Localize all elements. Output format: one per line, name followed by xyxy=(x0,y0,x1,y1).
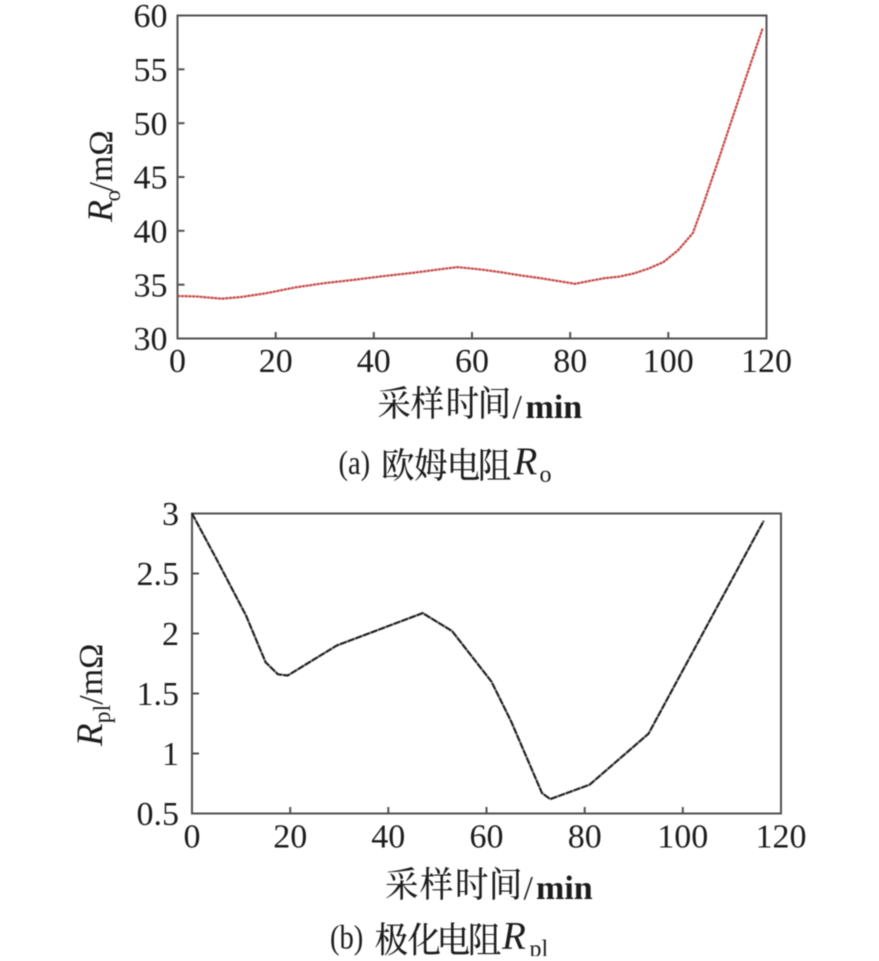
svg-text:60: 60 xyxy=(470,819,504,856)
svg-text:1.5: 1.5 xyxy=(137,676,180,713)
svg-text:min: min xyxy=(526,389,583,426)
svg-text:0.5: 0.5 xyxy=(137,796,180,833)
svg-text:pl: pl xyxy=(530,937,549,957)
svg-text:min: min xyxy=(536,870,593,907)
svg-text:40: 40 xyxy=(134,214,168,251)
svg-text:3: 3 xyxy=(162,496,179,533)
svg-text:2: 2 xyxy=(162,616,179,653)
svg-text:45: 45 xyxy=(134,160,168,197)
svg-text:2.5: 2.5 xyxy=(137,556,180,593)
svg-text:R: R xyxy=(513,440,538,483)
svg-text:20: 20 xyxy=(273,819,307,856)
svg-text:/: / xyxy=(524,870,534,907)
svg-text:80: 80 xyxy=(553,343,587,380)
svg-text:120: 120 xyxy=(741,343,792,380)
svg-text:o: o xyxy=(540,462,552,488)
svg-text:(b): (b) xyxy=(330,918,363,956)
svg-text:Ro/mΩ: Ro/mΩ xyxy=(80,130,125,223)
svg-text:1: 1 xyxy=(162,736,179,773)
svg-text:Rpl/mΩ: Rpl/mΩ xyxy=(70,644,116,747)
svg-text:40: 40 xyxy=(357,343,391,380)
svg-text:100: 100 xyxy=(657,819,708,856)
svg-text:120: 120 xyxy=(756,819,807,856)
svg-text:R: R xyxy=(501,915,526,957)
svg-text:30: 30 xyxy=(134,321,168,358)
svg-text:60: 60 xyxy=(134,0,168,35)
svg-text:35: 35 xyxy=(134,267,168,304)
svg-text:80: 80 xyxy=(568,819,602,856)
svg-text:0: 0 xyxy=(169,343,186,380)
svg-text:(a): (a) xyxy=(339,444,371,482)
svg-text:100: 100 xyxy=(643,343,694,380)
svg-text:50: 50 xyxy=(134,106,168,143)
svg-text:0: 0 xyxy=(184,819,201,856)
svg-text:/: / xyxy=(513,389,523,426)
svg-text:40: 40 xyxy=(371,819,405,856)
svg-text:20: 20 xyxy=(259,343,293,380)
svg-text:60: 60 xyxy=(455,343,489,380)
svg-text:55: 55 xyxy=(134,52,168,89)
